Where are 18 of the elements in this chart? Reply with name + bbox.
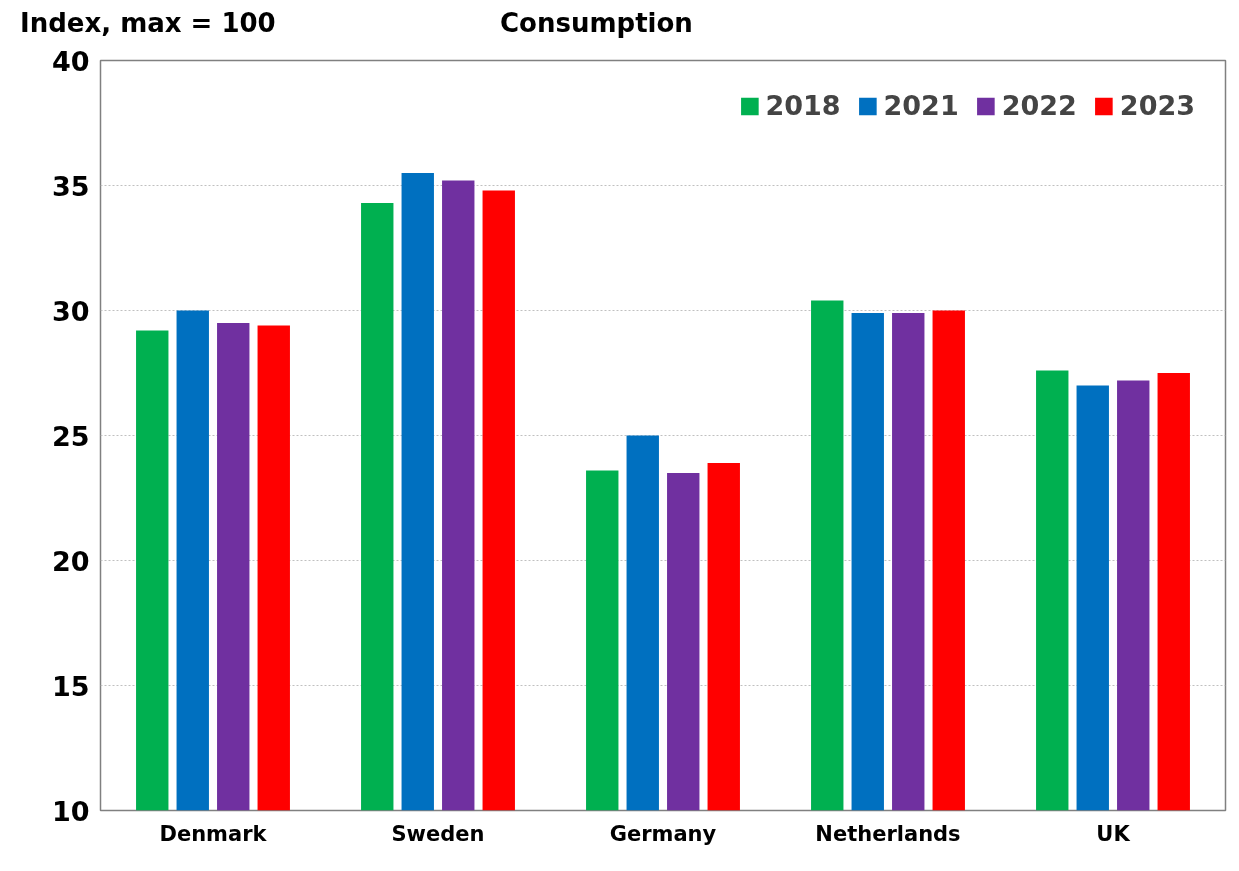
legend-label: 2021	[883, 90, 959, 121]
y-axis-title: Index, max = 100	[20, 7, 277, 40]
y-tick-label: 40	[51, 45, 90, 77]
x-tick-label: Sweden	[391, 821, 485, 846]
x-tick-label: Denmark	[159, 821, 268, 846]
x-tick-label: Netherlands	[815, 821, 961, 846]
legend-label: 2023	[1119, 90, 1195, 121]
legend-label: 2022	[1001, 90, 1077, 121]
y-tick-label: 35	[51, 170, 90, 202]
x-tick-label: Germany	[609, 821, 717, 846]
y-tick-label: 10	[51, 795, 90, 827]
y-tick-label: 30	[51, 295, 90, 327]
y-tick-label: 20	[51, 545, 90, 577]
legend-label: 2018	[765, 90, 841, 121]
chart-title: Consumption	[500, 7, 694, 40]
x-tick-label: UK	[1096, 821, 1131, 846]
y-tick-label: 25	[51, 420, 90, 452]
y-tick-label: 15	[51, 670, 90, 702]
